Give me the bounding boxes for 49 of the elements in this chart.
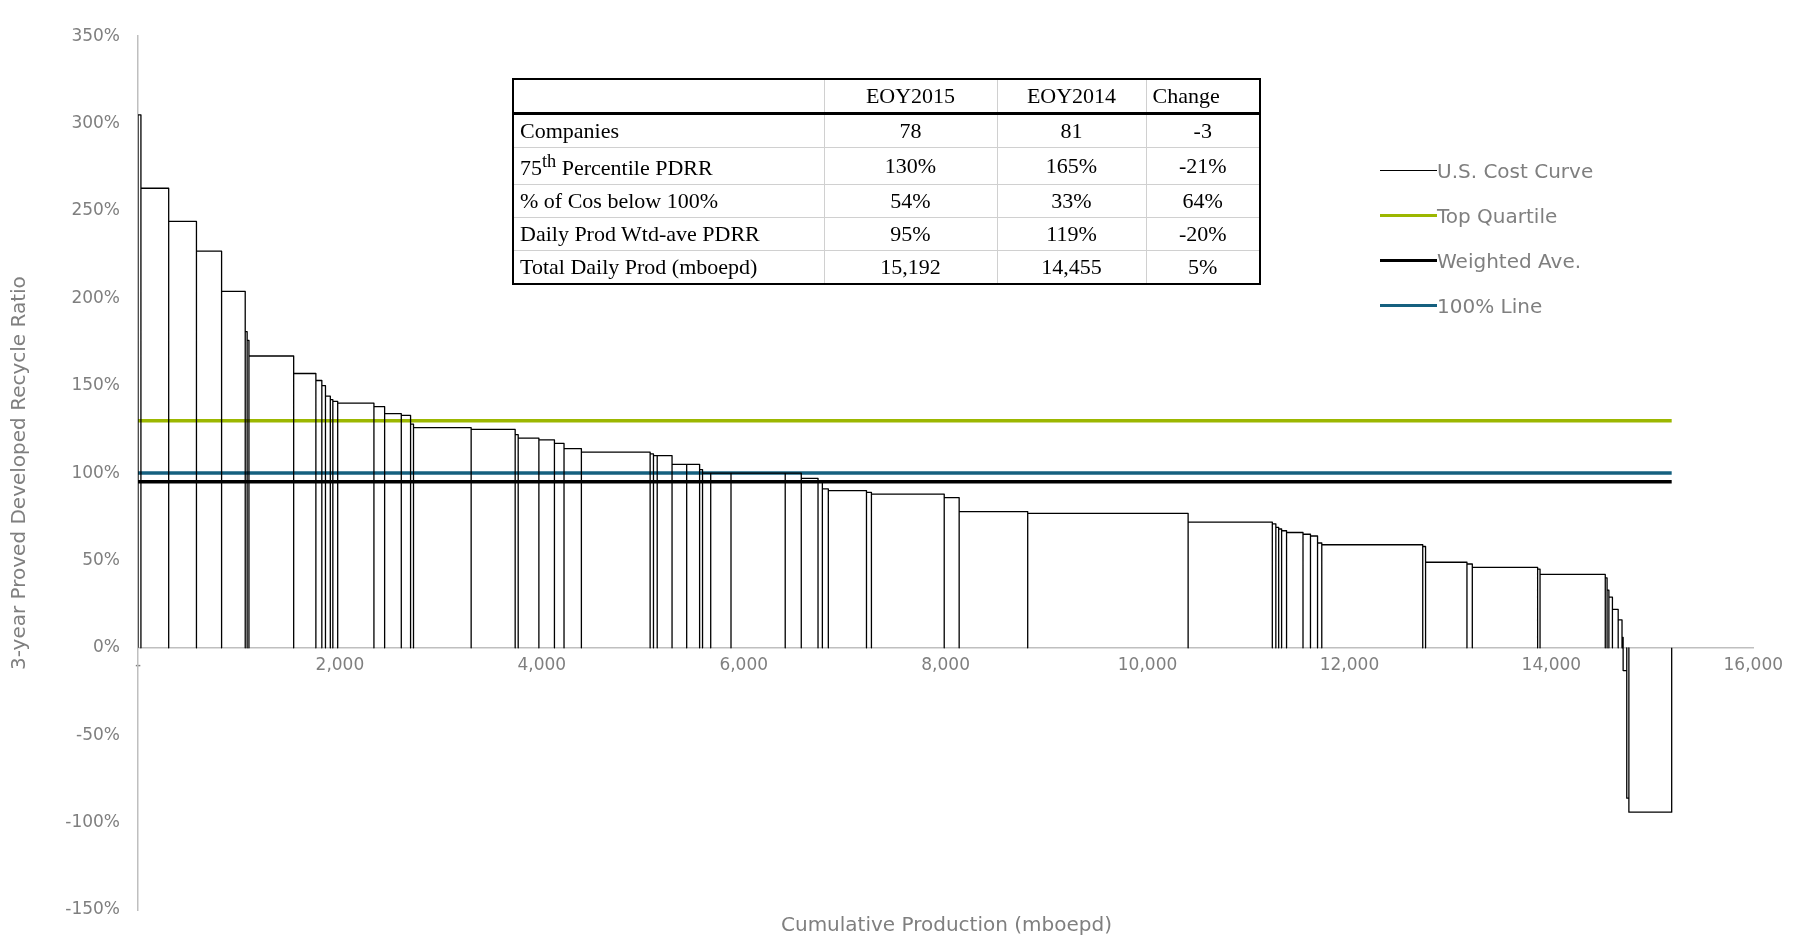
- x-tick-label: 16,000: [1723, 654, 1783, 675]
- annotation: 81: [997, 113, 1146, 148]
- y-tick-label: -100%: [65, 811, 120, 832]
- annotation: % of Cos below 100%: [519, 187, 719, 216]
- annotation: 64%: [1146, 184, 1260, 218]
- annotation: 33%: [997, 184, 1146, 218]
- annotation: 14,455: [997, 250, 1146, 285]
- y-tick-label: 150%: [71, 374, 120, 395]
- y-tick-label: 0%: [93, 636, 120, 657]
- annotation: 15,192: [824, 250, 997, 285]
- y-tick-label: 200%: [71, 286, 120, 307]
- y-tick-label: 350%: [71, 24, 120, 45]
- annotation: -21%: [1146, 147, 1260, 185]
- x-axis-title: Cumulative Production (mboepd): [780, 912, 1113, 936]
- y-tick-label: 300%: [71, 112, 120, 132]
- y-tick-label: -150%: [65, 898, 120, 919]
- x-tick-label: 14,000: [1521, 654, 1582, 675]
- legend-label: U.S. Cost Curve: [1437, 158, 1594, 183]
- y-tick-label: 50%: [82, 548, 120, 569]
- annotation: 5%: [1146, 250, 1260, 285]
- x-tick-label: 6,000: [719, 654, 769, 675]
- legend-label: Weighted Ave.: [1437, 248, 1582, 273]
- x-tick-label: 8,000: [921, 654, 970, 675]
- annotation: 95%: [824, 217, 997, 251]
- legend-label: Top Quartile: [1437, 203, 1558, 228]
- x-tick-label: -: [134, 654, 142, 675]
- annotation: Change: [1146, 79, 1260, 114]
- annotation: Daily Prod Wtd-ave PDRR: [519, 220, 761, 249]
- x-tick-label: 10,000: [1117, 654, 1178, 675]
- annotation: 119%: [997, 217, 1146, 251]
- y-tick-label: 100%: [71, 461, 120, 482]
- legend-label: 100% Line: [1437, 293, 1543, 318]
- annotation: 78: [824, 113, 997, 148]
- annotation: EOY2014: [997, 79, 1146, 114]
- annotation: Total Daily Prod (mboepd): [519, 253, 759, 282]
- annotation: 75$^{th}$ Percentile PDRR: [519, 150, 714, 183]
- y-tick-label: -50%: [76, 723, 120, 744]
- x-tick-label: 4,000: [517, 654, 567, 675]
- x-tick-label: 12,000: [1319, 654, 1380, 675]
- annotation: 130%: [824, 147, 997, 185]
- annotation: -3: [1146, 113, 1260, 148]
- annotation: -20%: [1146, 217, 1260, 251]
- annotation: 165%: [997, 147, 1146, 185]
- annotation: Companies: [519, 117, 620, 145]
- y-axis-title: 3-year Proved Developed Recycle Ratio: [6, 276, 31, 671]
- x-tick-label: 2,000: [315, 654, 365, 675]
- annotation: EOY2015: [824, 79, 997, 114]
- y-tick-label: 250%: [71, 199, 120, 220]
- annotation: 54%: [824, 184, 997, 218]
